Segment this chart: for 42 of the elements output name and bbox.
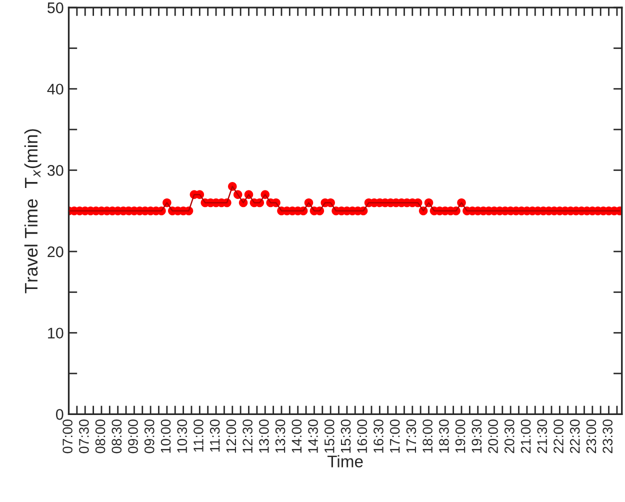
y-tick-label: 10 (48, 328, 64, 339)
x-tick-label: 10:30 (177, 420, 188, 453)
x-tick-label: 17:30 (406, 420, 416, 453)
x-axis-title: Time (327, 455, 363, 468)
x-tick-label: 19:30 (472, 420, 482, 453)
x-tick-label: 11:00 (194, 420, 204, 452)
x-tick-label: 22:30 (570, 420, 580, 454)
y-tick-label: 0 (56, 409, 64, 420)
x-tick-label: 17:00 (390, 420, 400, 453)
x-tick-label: 21:30 (537, 420, 548, 454)
x-tick-label: 20:30 (504, 420, 514, 454)
x-tick-label: 13:30 (275, 420, 286, 453)
x-tick-label: 12:30 (242, 420, 252, 453)
x-tick-label: 13:00 (259, 420, 269, 453)
y-tick-label: 50 (48, 2, 64, 14)
x-tick-label: 14:00 (292, 420, 302, 453)
x-tick-label: 23:30 (602, 420, 613, 454)
x-tick-label: 09:30 (144, 420, 154, 454)
y-axis-title: Travel Time T$_{x}$(min) (24, 129, 42, 294)
x-tick-label: 14:30 (308, 420, 318, 453)
x-tick-label: 22:00 (554, 420, 564, 454)
y-tick-label: 30 (47, 165, 64, 176)
x-tick-label: 12:00 (226, 420, 236, 453)
x-tick-label: 08:30 (112, 420, 122, 454)
x-tick-label: 10:00 (160, 420, 171, 453)
x-tick-label: 16:00 (357, 420, 368, 453)
x-tick-label: 21:00 (520, 420, 531, 454)
y-tick-label: 20 (48, 246, 64, 258)
x-tick-label: 18:00 (422, 420, 432, 453)
x-tick-label: 07:30 (79, 420, 89, 454)
x-tick-label: 16:30 (374, 420, 384, 453)
x-tick-label: 20:00 (488, 420, 498, 454)
x-tick-label: 07:00 (62, 420, 72, 454)
x-tick-label: 15:30 (340, 420, 351, 453)
x-tick-label: 15:00 (324, 420, 334, 453)
x-tick-label: 18:30 (439, 420, 449, 453)
x-tick-label: 08:00 (95, 420, 106, 454)
x-tick-label: 11:30 (210, 420, 220, 452)
y-tick-label: 40 (47, 84, 64, 95)
x-tick-label: 09:00 (128, 420, 138, 454)
x-tick-label: 19:00 (455, 420, 466, 453)
x-tick-label: 23:00 (586, 420, 596, 454)
